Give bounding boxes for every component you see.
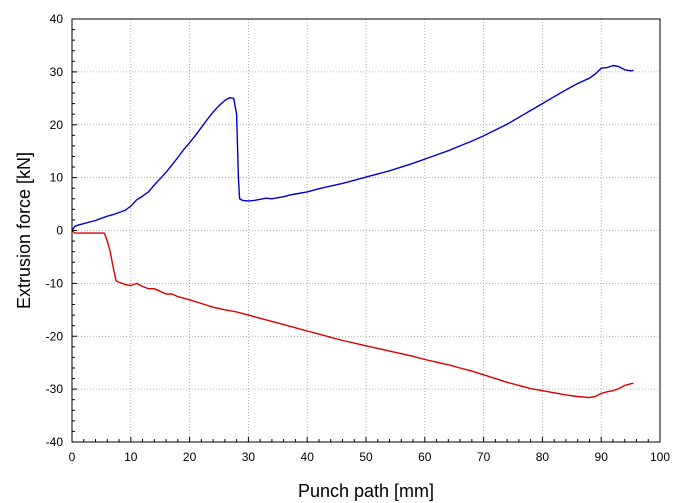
y-tick-label: 10 xyxy=(50,171,64,185)
y-tick-label: -40 xyxy=(46,435,64,449)
x-tick-label: 90 xyxy=(595,450,609,464)
y-tick-label: 40 xyxy=(50,12,64,26)
x-tick-label: 30 xyxy=(242,450,256,464)
x-tick-label: 0 xyxy=(69,450,76,464)
x-axis-title: Punch path [mm] xyxy=(298,481,434,501)
axis-tick-labels: 0 10 20 30 40 50 60 70 80 90 100 -40 -30 -20 -10 0 10 20 3… xyxy=(46,12,671,464)
x-tick-label: 70 xyxy=(477,450,491,464)
y-tick-label: 0 xyxy=(56,224,63,238)
x-tick-label: 60 xyxy=(418,450,432,464)
y-tick-label: -30 xyxy=(46,382,64,396)
series-line-1 xyxy=(71,64,634,231)
grid-lines xyxy=(72,19,660,442)
y-tick-label: -10 xyxy=(46,276,64,290)
y-tick-label: -20 xyxy=(46,329,64,343)
x-tick-label: 50 xyxy=(359,450,373,464)
series-layer xyxy=(71,64,634,399)
x-tick-label: 80 xyxy=(536,450,550,464)
y-axis-title: Extrusion force [kN] xyxy=(14,152,34,309)
x-tick-label: 10 xyxy=(124,450,138,464)
axis-ticks xyxy=(71,18,661,443)
y-tick-label: 30 xyxy=(50,65,64,79)
series-line-2 xyxy=(71,229,634,399)
x-tick-label: 100 xyxy=(650,450,670,464)
y-tick-label: 20 xyxy=(50,118,64,132)
x-tick-label: 20 xyxy=(183,450,197,464)
x-tick-label: 40 xyxy=(301,450,315,464)
